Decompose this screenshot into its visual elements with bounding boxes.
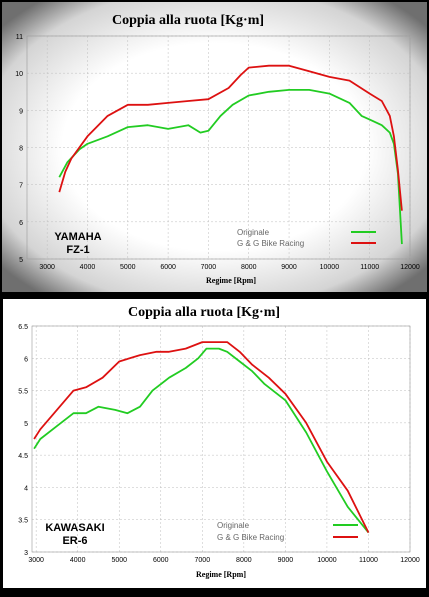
y-tick-label: 3 [24, 550, 28, 557]
y-tick-label: 4 [24, 485, 28, 492]
x-tick-label: 9000 [278, 557, 294, 564]
bike-make-label: YAMAHA [54, 231, 101, 243]
plot-area: 3000 4000 5000 6000 7000 8000 9000 10000 11000 12… [15, 34, 420, 271]
series-line-gg [33, 341, 370, 534]
chart-title: Coppia alla ruota [Kg·m] [128, 305, 280, 320]
x-tick-label: 10000 [320, 264, 340, 271]
x-tick-label: 4000 [70, 557, 86, 564]
x-tick-label: 8000 [241, 264, 257, 271]
bike-make-label: KAWASAKI [45, 522, 104, 534]
y-tick-label: 5 [24, 421, 28, 428]
y-tick-label: 6.5 [18, 324, 28, 331]
x-tick-label: 4000 [80, 264, 96, 271]
x-tick-label: 7000 [195, 557, 211, 564]
chart-frame [3, 299, 426, 588]
x-tick-label: 5000 [120, 264, 136, 271]
x-tick-label: 9000 [281, 264, 297, 271]
x-tick-label: 11000 [360, 264, 379, 271]
y-tick-label: 10 [15, 71, 23, 78]
y-tick-label: 9 [19, 108, 23, 115]
x-tick-label: 8000 [236, 557, 252, 564]
x-tick-label: 7000 [201, 264, 217, 271]
legend-label-gg: G & G Bike Racing [237, 239, 304, 248]
x-axis-label: Regime [Rpm] [206, 276, 256, 285]
x-tick-label: 5000 [111, 557, 127, 564]
series-line-originale [58, 89, 403, 245]
x-tick-label: 6000 [160, 264, 176, 271]
y-tick-label: 5.5 [18, 389, 28, 396]
plot-border [31, 325, 411, 553]
x-tick-label: 3000 [39, 264, 55, 271]
y-tick-label: 8 [19, 146, 23, 153]
y-tick-label: 6 [19, 220, 23, 227]
x-tick-label: 10000 [317, 557, 337, 564]
bike-model-label: FZ-1 [66, 244, 89, 256]
yamaha-chart-panel: Coppia alla ruota [Kg·m] 3000 4000 5000 600… [0, 0, 429, 294]
y-tick-label: 4.5 [18, 453, 28, 460]
x-tick-label: 12000 [400, 557, 420, 564]
legend-label-originale: Originale [217, 521, 250, 530]
x-tick-label: 12000 [400, 264, 420, 271]
yamaha-chart: Coppia alla ruota [Kg·m] 3000 4000 5000 600… [2, 2, 427, 292]
bike-model-label: ER-6 [62, 535, 87, 547]
x-axis-label: Regime [Rpm] [196, 570, 246, 579]
kawasaki-chart: Coppia alla ruota [Kg·m] 3000 4000 5000 600… [3, 299, 426, 588]
y-tick-label: 11 [16, 34, 23, 41]
y-tick-label: 5 [19, 257, 23, 264]
y-tick-label: 7 [19, 183, 23, 190]
plot-area: 3000 4000 5000 6000 7000 8000 9000 10000 11000 12… [18, 324, 420, 564]
legend-label-gg: G & G Bike Racing [217, 533, 284, 542]
series-line-gg [58, 64, 403, 211]
kawasaki-chart-panel: Coppia alla ruota [Kg·m] 3000 4000 5000 600… [0, 299, 429, 592]
y-tick-label: 3.5 [18, 518, 28, 525]
x-tick-label: 11000 [359, 557, 378, 564]
x-tick-label: 6000 [153, 557, 169, 564]
y-tick-label: 6 [24, 356, 28, 363]
x-tick-label: 3000 [28, 557, 44, 564]
series-line-originale [33, 347, 370, 534]
plot-border [26, 35, 411, 260]
legend-label-originale: Originale [237, 228, 270, 237]
chart-title: Coppia alla ruota [Kg·m] [112, 13, 264, 28]
